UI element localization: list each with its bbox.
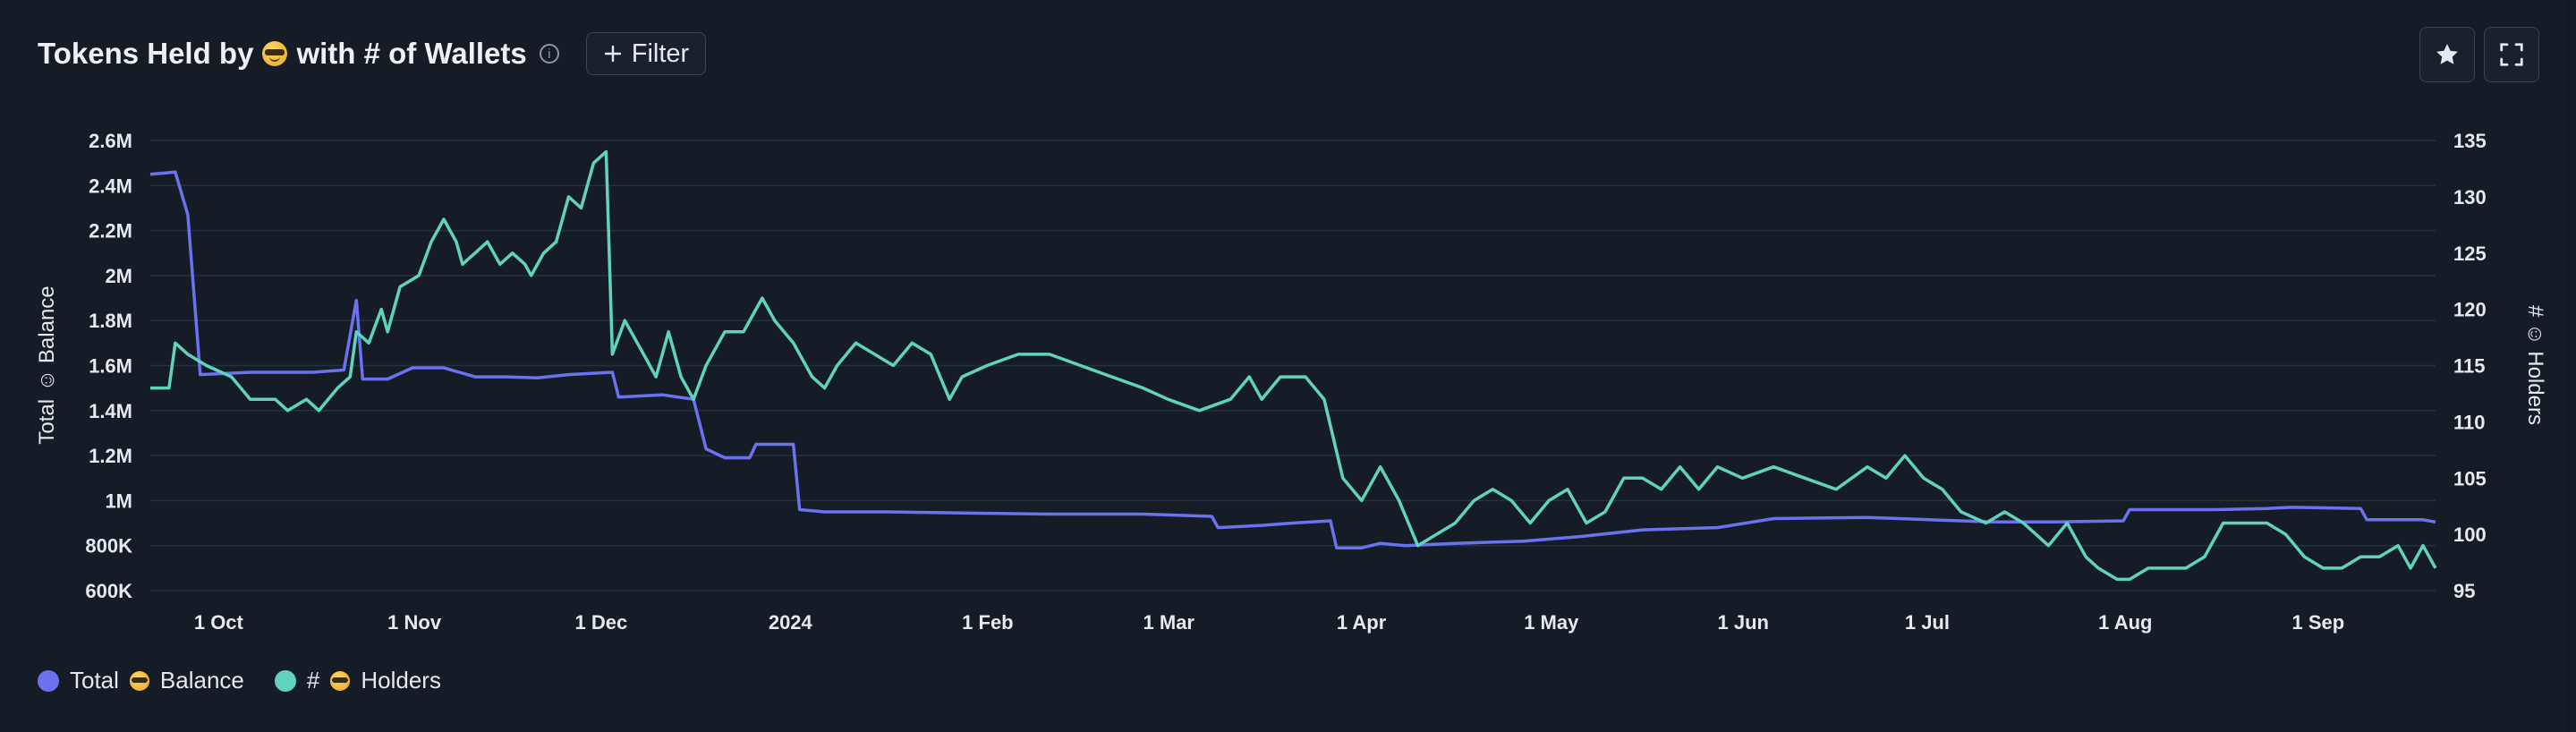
left-tick-label: 1.6M [89, 355, 132, 378]
x-tick-label: 1 Nov [387, 611, 442, 634]
x-tick-label: 1 Sep [2292, 611, 2345, 634]
right-tick-label: 115 [2453, 355, 2486, 378]
legend-label-balance-after: Balance [159, 667, 244, 694]
x-tick-label: 1 Aug [2098, 611, 2152, 634]
fullscreen-button[interactable] [2484, 27, 2539, 82]
info-icon[interactable]: i [539, 44, 559, 64]
series-line-total-balance [149, 170, 2436, 549]
star-icon [2436, 44, 2458, 64]
left-tick-label: 1M [105, 489, 132, 512]
x-tick-label: 1 Dec [575, 611, 628, 634]
left-tick-label: 1.2M [89, 445, 132, 467]
series-lines [149, 149, 2437, 582]
left-tick-label: 2.4M [89, 174, 132, 197]
legend-dot-balance [38, 669, 59, 692]
legend-label-balance-before: Total [70, 667, 119, 694]
chart-title: Tokens Held by with # of Wallets [38, 37, 527, 71]
x-tick-label: 2024 [769, 611, 813, 634]
left-tick-label: 1.4M [89, 400, 132, 422]
left-tick-label: 1.8M [89, 310, 132, 332]
x-tick-label: 1 Feb [962, 611, 1013, 634]
right-tick-label: 125 [2453, 243, 2487, 265]
right-axis-title: # ☺ Holders [2523, 305, 2547, 425]
left-axis-ticks: 600K 800K 1M 1.2M 1.4M 1.6M 1.8M 2M 2.2M 2.4M 2.6M [85, 130, 132, 602]
left-tick-label: 2.6M [89, 130, 132, 152]
legend-label-holders-after: Holders [361, 667, 441, 694]
x-tick-label: 1 Jun [1718, 611, 1769, 634]
legend-dot-holders [274, 669, 296, 692]
left-axis-title: Total ☺ Balance [35, 285, 59, 444]
right-tick-label: 130 [2453, 186, 2487, 209]
x-tick-label: 1 Oct [194, 611, 244, 634]
left-tick-label: 2M [105, 265, 132, 287]
x-axis-ticks: 1 Oct 1 Nov 1 Dec 2024 1 Feb 1 Mar 1 Apr 1 May 1… [194, 611, 2344, 634]
nerd-face-emoji-icon [262, 41, 288, 66]
gridlines [150, 140, 2436, 592]
legend-item-balance[interactable]: Total Balance [38, 667, 244, 694]
left-tick-label: 2.2M [89, 220, 132, 243]
chart-header: Tokens Held by with # of Wallets i Filte… [38, 27, 707, 81]
right-tick-label: 105 [2453, 467, 2487, 489]
filter-button[interactable]: Filter [585, 32, 707, 75]
nerd-face-emoji-icon [330, 670, 351, 691]
right-tick-label: 95 [2453, 580, 2475, 602]
legend-label-holders-before: # [306, 667, 320, 694]
legend-item-holders[interactable]: # Holders [274, 667, 441, 694]
right-tick-label: 135 [2453, 130, 2487, 152]
title-text-after: with # of Wallets [296, 37, 527, 70]
x-tick-label: 1 Apr [1337, 611, 1387, 634]
star-button[interactable] [2419, 27, 2475, 82]
plus-icon [604, 45, 621, 63]
left-tick-label: 800K [85, 535, 132, 558]
right-tick-label: 120 [2453, 299, 2487, 321]
x-tick-label: 1 Jul [1905, 611, 1950, 634]
title-text-before: Tokens Held by [38, 37, 254, 70]
filter-button-label: Filter [631, 38, 690, 68]
left-tick-label: 600K [85, 580, 132, 602]
x-tick-label: 1 May [1524, 611, 1579, 634]
series-line-holders [150, 149, 2437, 582]
nerd-face-emoji-icon [129, 670, 149, 691]
right-axis-ticks: 95 100 105 110 115 120 125 130 135 [2453, 130, 2487, 602]
right-tick-label: 100 [2453, 523, 2487, 546]
x-tick-label: 1 Mar [1143, 611, 1195, 634]
expand-icon [2500, 43, 2523, 66]
right-tick-label: 110 [2453, 411, 2486, 433]
legend: Total Balance # Holders [38, 667, 441, 694]
